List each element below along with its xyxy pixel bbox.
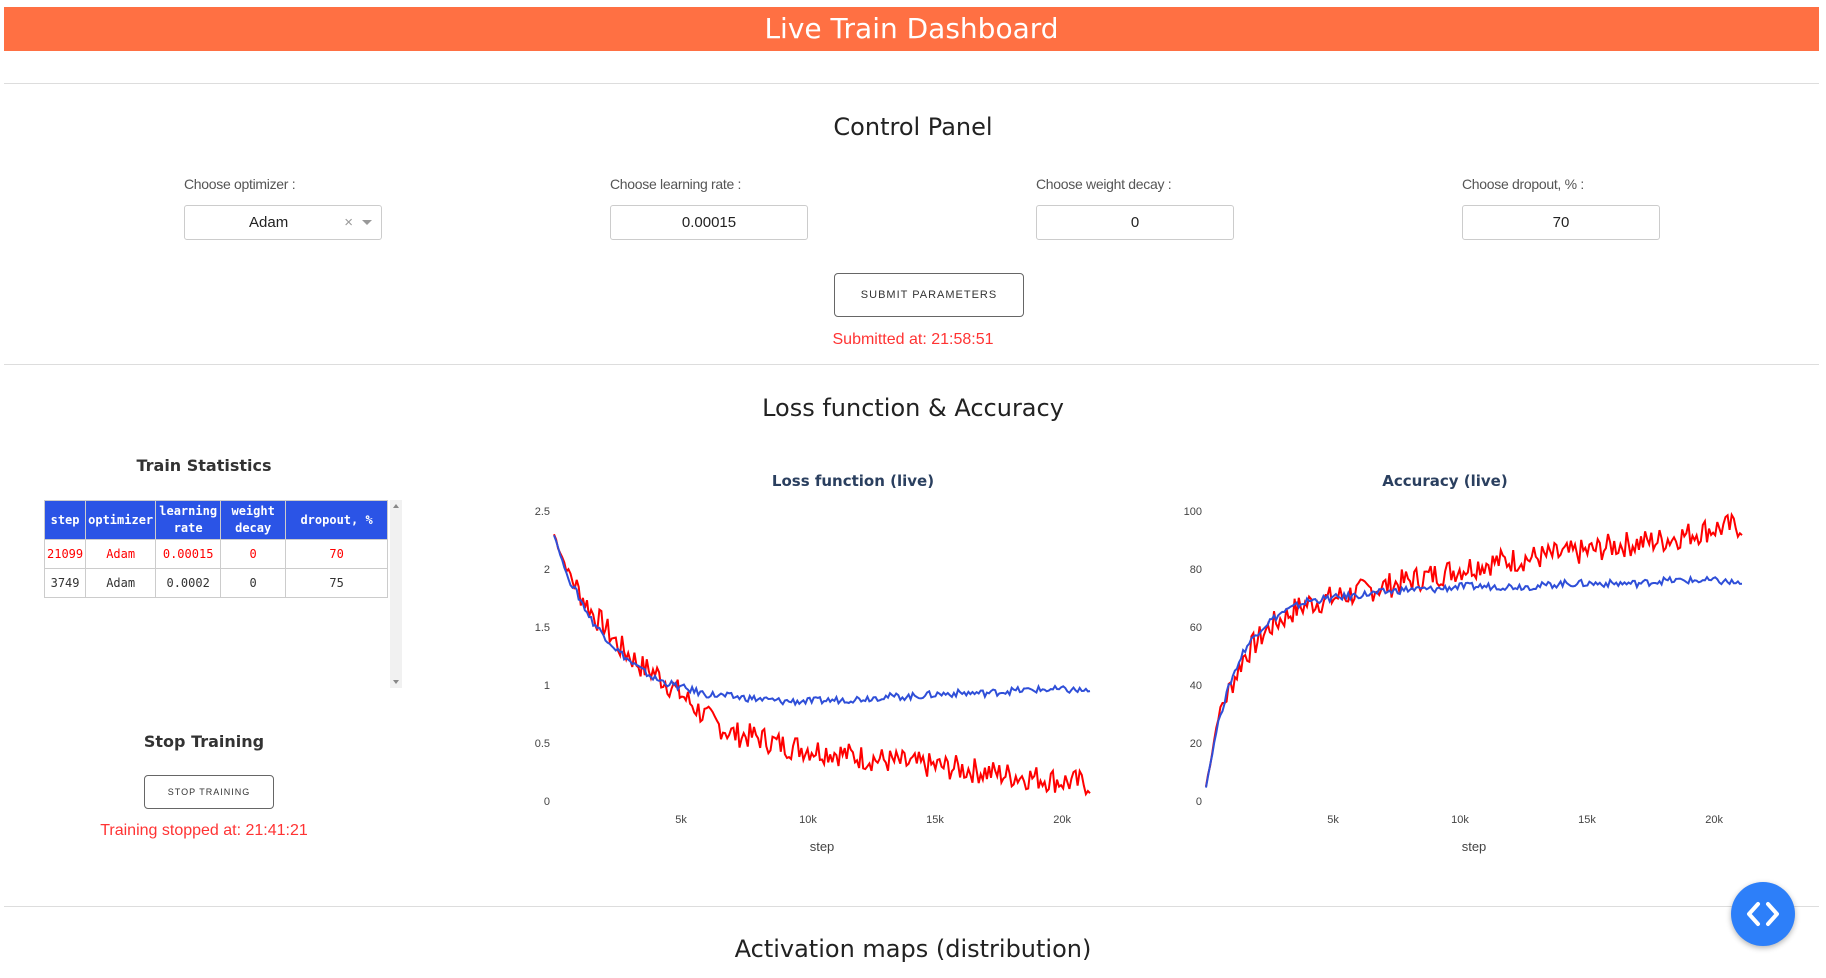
- series-line-blue: [1205, 574, 1743, 788]
- x-tick-label: 20k: [1053, 814, 1071, 826]
- optimizer-value: Adam: [249, 214, 289, 231]
- y-tick-label: 20: [1190, 738, 1202, 750]
- table-row[interactable]: 3749 Adam 0.0002 0 75: [43, 568, 388, 598]
- table-row[interactable]: 21099 Adam 0.00015 0 70: [43, 539, 388, 569]
- activation-maps-title: Activation maps (distribution): [734, 935, 1092, 963]
- table-cell: 3749: [43, 568, 87, 598]
- y-tick-label: 0: [544, 796, 550, 808]
- loss-chart[interactable]: 0 0.5 1 1.5 2 2.5 5k 10k 15k 20k step: [520, 495, 1120, 870]
- table-cell: 70: [285, 539, 388, 569]
- y-tick-label: 1.5: [535, 622, 550, 634]
- table-cell: 0: [220, 539, 287, 569]
- y-tick-label: 0.5: [535, 738, 550, 750]
- table-cell: Adam: [85, 568, 157, 598]
- series-line-red: [553, 533, 1091, 797]
- series-line-red: [1205, 511, 1743, 787]
- divider: [4, 83, 1819, 84]
- y-tick-label: 100: [1184, 506, 1202, 518]
- training-stopped-status: Training stopped at: 21:41:21: [100, 822, 308, 839]
- divider: [4, 906, 1819, 907]
- dropout-label: Choose dropout, % :: [1462, 176, 1584, 192]
- control-panel-title: Control Panel: [833, 113, 993, 141]
- loss-section-title: Loss function & Accuracy: [762, 394, 1064, 422]
- series-line-blue: [553, 534, 1091, 707]
- table-cell: 21099: [43, 539, 87, 569]
- y-tick-label: 40: [1190, 680, 1202, 692]
- y-tick-label: 2.5: [535, 506, 550, 518]
- table-cell: 75: [285, 568, 388, 598]
- chevron-down-icon[interactable]: [362, 220, 372, 225]
- x-axis-label: step: [1462, 839, 1487, 854]
- table-cell: 0.0002: [155, 568, 222, 598]
- optimizer-label: Choose optimizer :: [184, 176, 296, 192]
- y-tick-label: 80: [1190, 564, 1202, 576]
- app-title: Live Train Dashboard: [764, 12, 1059, 45]
- table-cell: 0: [220, 568, 287, 598]
- accuracy-chart-title: Accuracy (live): [1382, 472, 1508, 490]
- x-axis-label: step: [810, 839, 835, 854]
- table-header-row: step optimizer learning rate weight deca…: [43, 500, 388, 540]
- learning-rate-label: Choose learning rate :: [610, 176, 742, 192]
- weight-decay-label: Choose weight decay :: [1036, 176, 1172, 192]
- column-header: step: [43, 500, 87, 540]
- scroll-down-icon[interactable]: [393, 680, 399, 684]
- x-tick-label: 10k: [799, 814, 817, 826]
- x-tick-label: 10k: [1451, 814, 1469, 826]
- app-header: Live Train Dashboard: [4, 7, 1819, 51]
- scroll-up-icon[interactable]: [393, 504, 399, 508]
- x-tick-label: 5k: [1327, 814, 1339, 826]
- train-statistics-title: Train Statistics: [136, 456, 272, 475]
- code-toggle-button[interactable]: [1731, 882, 1795, 946]
- y-tick-label: 0: [1196, 796, 1202, 808]
- column-header: optimizer: [85, 500, 157, 540]
- x-tick-label: 5k: [675, 814, 687, 826]
- column-header: dropout, %: [285, 500, 388, 540]
- submit-parameters-button[interactable]: SUBMIT PARAMETERS: [834, 273, 1024, 317]
- optimizer-dropdown[interactable]: Adam ×: [184, 205, 382, 240]
- x-tick-label: 20k: [1705, 814, 1723, 826]
- column-header: weight decay: [220, 500, 287, 540]
- accuracy-chart[interactable]: 0 20 40 60 80 100 5k 10k 15k 20k step: [1172, 495, 1772, 870]
- loss-chart-title: Loss function (live): [771, 472, 935, 490]
- weight-decay-input[interactable]: 0: [1036, 205, 1234, 240]
- clear-icon[interactable]: ×: [344, 214, 353, 231]
- divider: [4, 364, 1819, 365]
- table-cell: 0.00015: [155, 539, 222, 569]
- submitted-status: Submitted at: 21:58:51: [832, 331, 994, 348]
- table-scrollbar[interactable]: [390, 500, 402, 688]
- y-tick-label: 2: [544, 564, 550, 576]
- x-tick-label: 15k: [1578, 814, 1596, 826]
- stop-training-button[interactable]: STOP TRAINING: [144, 775, 274, 809]
- train-statistics-table: step optimizer learning rate weight deca…: [43, 500, 388, 598]
- stop-training-title: Stop Training: [143, 732, 265, 751]
- train-statistics-table-container[interactable]: step optimizer learning rate weight deca…: [43, 500, 404, 690]
- dropout-input[interactable]: 70: [1462, 205, 1660, 240]
- y-tick-label: 60: [1190, 622, 1202, 634]
- code-brackets-icon: [1747, 902, 1779, 926]
- table-cell: Adam: [85, 539, 157, 569]
- column-header: learning rate: [155, 500, 222, 540]
- y-tick-label: 1: [544, 680, 550, 692]
- learning-rate-input[interactable]: 0.00015: [610, 205, 808, 240]
- x-tick-label: 15k: [926, 814, 944, 826]
